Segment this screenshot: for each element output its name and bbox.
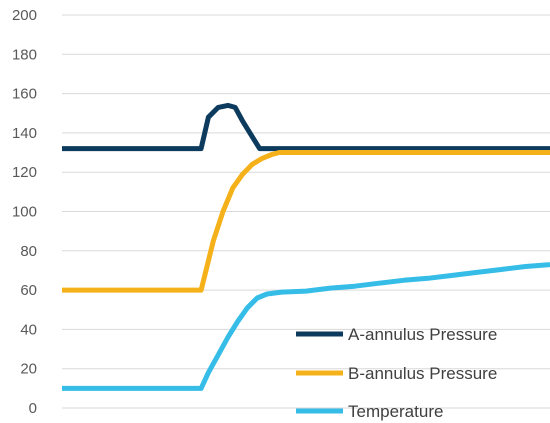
legend-label: B-annulus Pressure bbox=[348, 364, 497, 383]
legend-label: Temperature bbox=[348, 402, 443, 421]
y-tick-label: 60 bbox=[20, 282, 37, 299]
y-tick-label: 40 bbox=[20, 321, 37, 338]
legend: A-annulus Pressure B-annulus Pressure Temp… bbox=[296, 325, 497, 421]
series-line-1 bbox=[62, 150, 550, 293]
y-tick-label: 80 bbox=[20, 243, 37, 260]
y-tick-label: 0 bbox=[29, 400, 37, 417]
y-axis-tick-labels: 0 20 40 60 80 100 120 140 160 180 200 bbox=[12, 7, 37, 417]
y-tick-label: 20 bbox=[20, 361, 37, 378]
legend-label: A-annulus Pressure bbox=[348, 325, 497, 344]
y-tick-label: 180 bbox=[12, 46, 37, 63]
series-line-2 bbox=[62, 262, 550, 391]
y-tick-label: 100 bbox=[12, 204, 37, 221]
series-lines bbox=[62, 102, 550, 391]
y-tick-label: 120 bbox=[12, 164, 37, 181]
y-tick-label: 160 bbox=[12, 86, 37, 103]
series-line-0 bbox=[62, 102, 550, 152]
gridlines bbox=[62, 14, 550, 409]
y-tick-label: 140 bbox=[12, 125, 37, 142]
y-tick-label: 200 bbox=[12, 7, 37, 24]
